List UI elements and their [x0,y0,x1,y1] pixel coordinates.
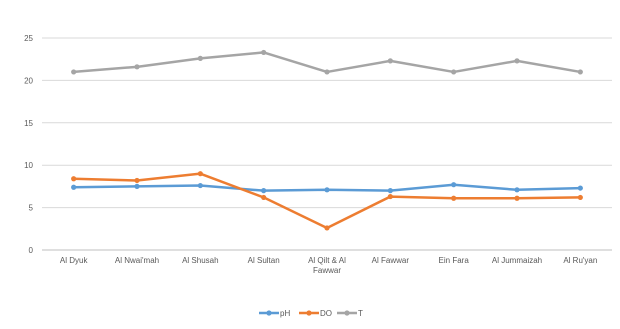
data-point-t [451,69,457,75]
legend-marker [344,310,350,316]
legend-label: pH [280,309,290,318]
data-point-ph [134,183,140,189]
x-axis-category-labels: Al Dyuk Al Nwai'mah Al Shusah Al Sultan Al Q… [60,256,597,275]
x-tick-label: Al Dyuk [60,256,89,265]
x-tick-label: Al Fawwar [372,256,410,265]
data-point-t [261,49,267,56]
data-point-do [514,195,520,201]
series-t [71,49,583,75]
legend-label: T [358,309,363,318]
data-point-ph [577,185,583,191]
y-tick-label: 15 [24,119,33,128]
x-tick-label: Al Jummaizah [492,256,542,265]
data-point-t [134,64,140,70]
y-tick-label: 10 [24,161,33,170]
legend-item-do: DO [299,309,332,318]
legend-item-ph: pH [259,309,290,318]
data-point-t [71,69,77,75]
x-tick-label: Al Sultan [248,256,280,265]
data-point-do [261,194,267,201]
data-point-t [577,69,583,75]
data-point-ph [197,182,203,189]
x-tick-label: Al Nwai'mah [115,256,159,265]
legend: pH DO T [259,309,363,318]
y-tick-label: 5 [29,204,34,213]
x-tick-label: Al Ru'yan [563,256,597,265]
legend-label: DO [320,309,332,318]
data-point-do [134,177,140,184]
y-tick-label: 25 [24,34,33,43]
data-point-do [577,194,583,201]
x-tick-label: Ein Fara [439,256,470,265]
legend-item-t: T [337,309,363,318]
data-point-ph [261,188,267,194]
data-point-t [387,58,393,64]
legend-marker [266,310,272,316]
data-point-t [514,58,520,64]
data-point-ph [71,184,77,190]
series-line-do [72,172,582,230]
data-point-do [451,195,457,201]
data-point-ph [387,188,393,194]
series-lines [71,49,583,231]
data-point-do [71,176,77,182]
data-point-ph [451,182,457,188]
series-ph [71,182,583,194]
x-tick-label: Al Qilt & Al Fawwar [308,256,346,275]
data-point-ph [324,187,330,193]
data-point-do [197,171,203,177]
data-point-ph [514,187,520,193]
y-tick-label: 0 [29,246,34,255]
data-point-t [324,69,330,75]
series-line-t [72,51,582,74]
x-tick-label: Al Shusah [182,256,218,265]
data-point-do [324,225,330,231]
series-do [71,171,583,231]
data-point-do [387,193,393,200]
data-point-t [197,55,203,61]
gridlines [42,37,612,251]
legend-marker [306,310,312,316]
y-axis-tick-labels: 0 5 10 15 20 25 [24,34,33,255]
y-tick-label: 20 [24,76,33,85]
